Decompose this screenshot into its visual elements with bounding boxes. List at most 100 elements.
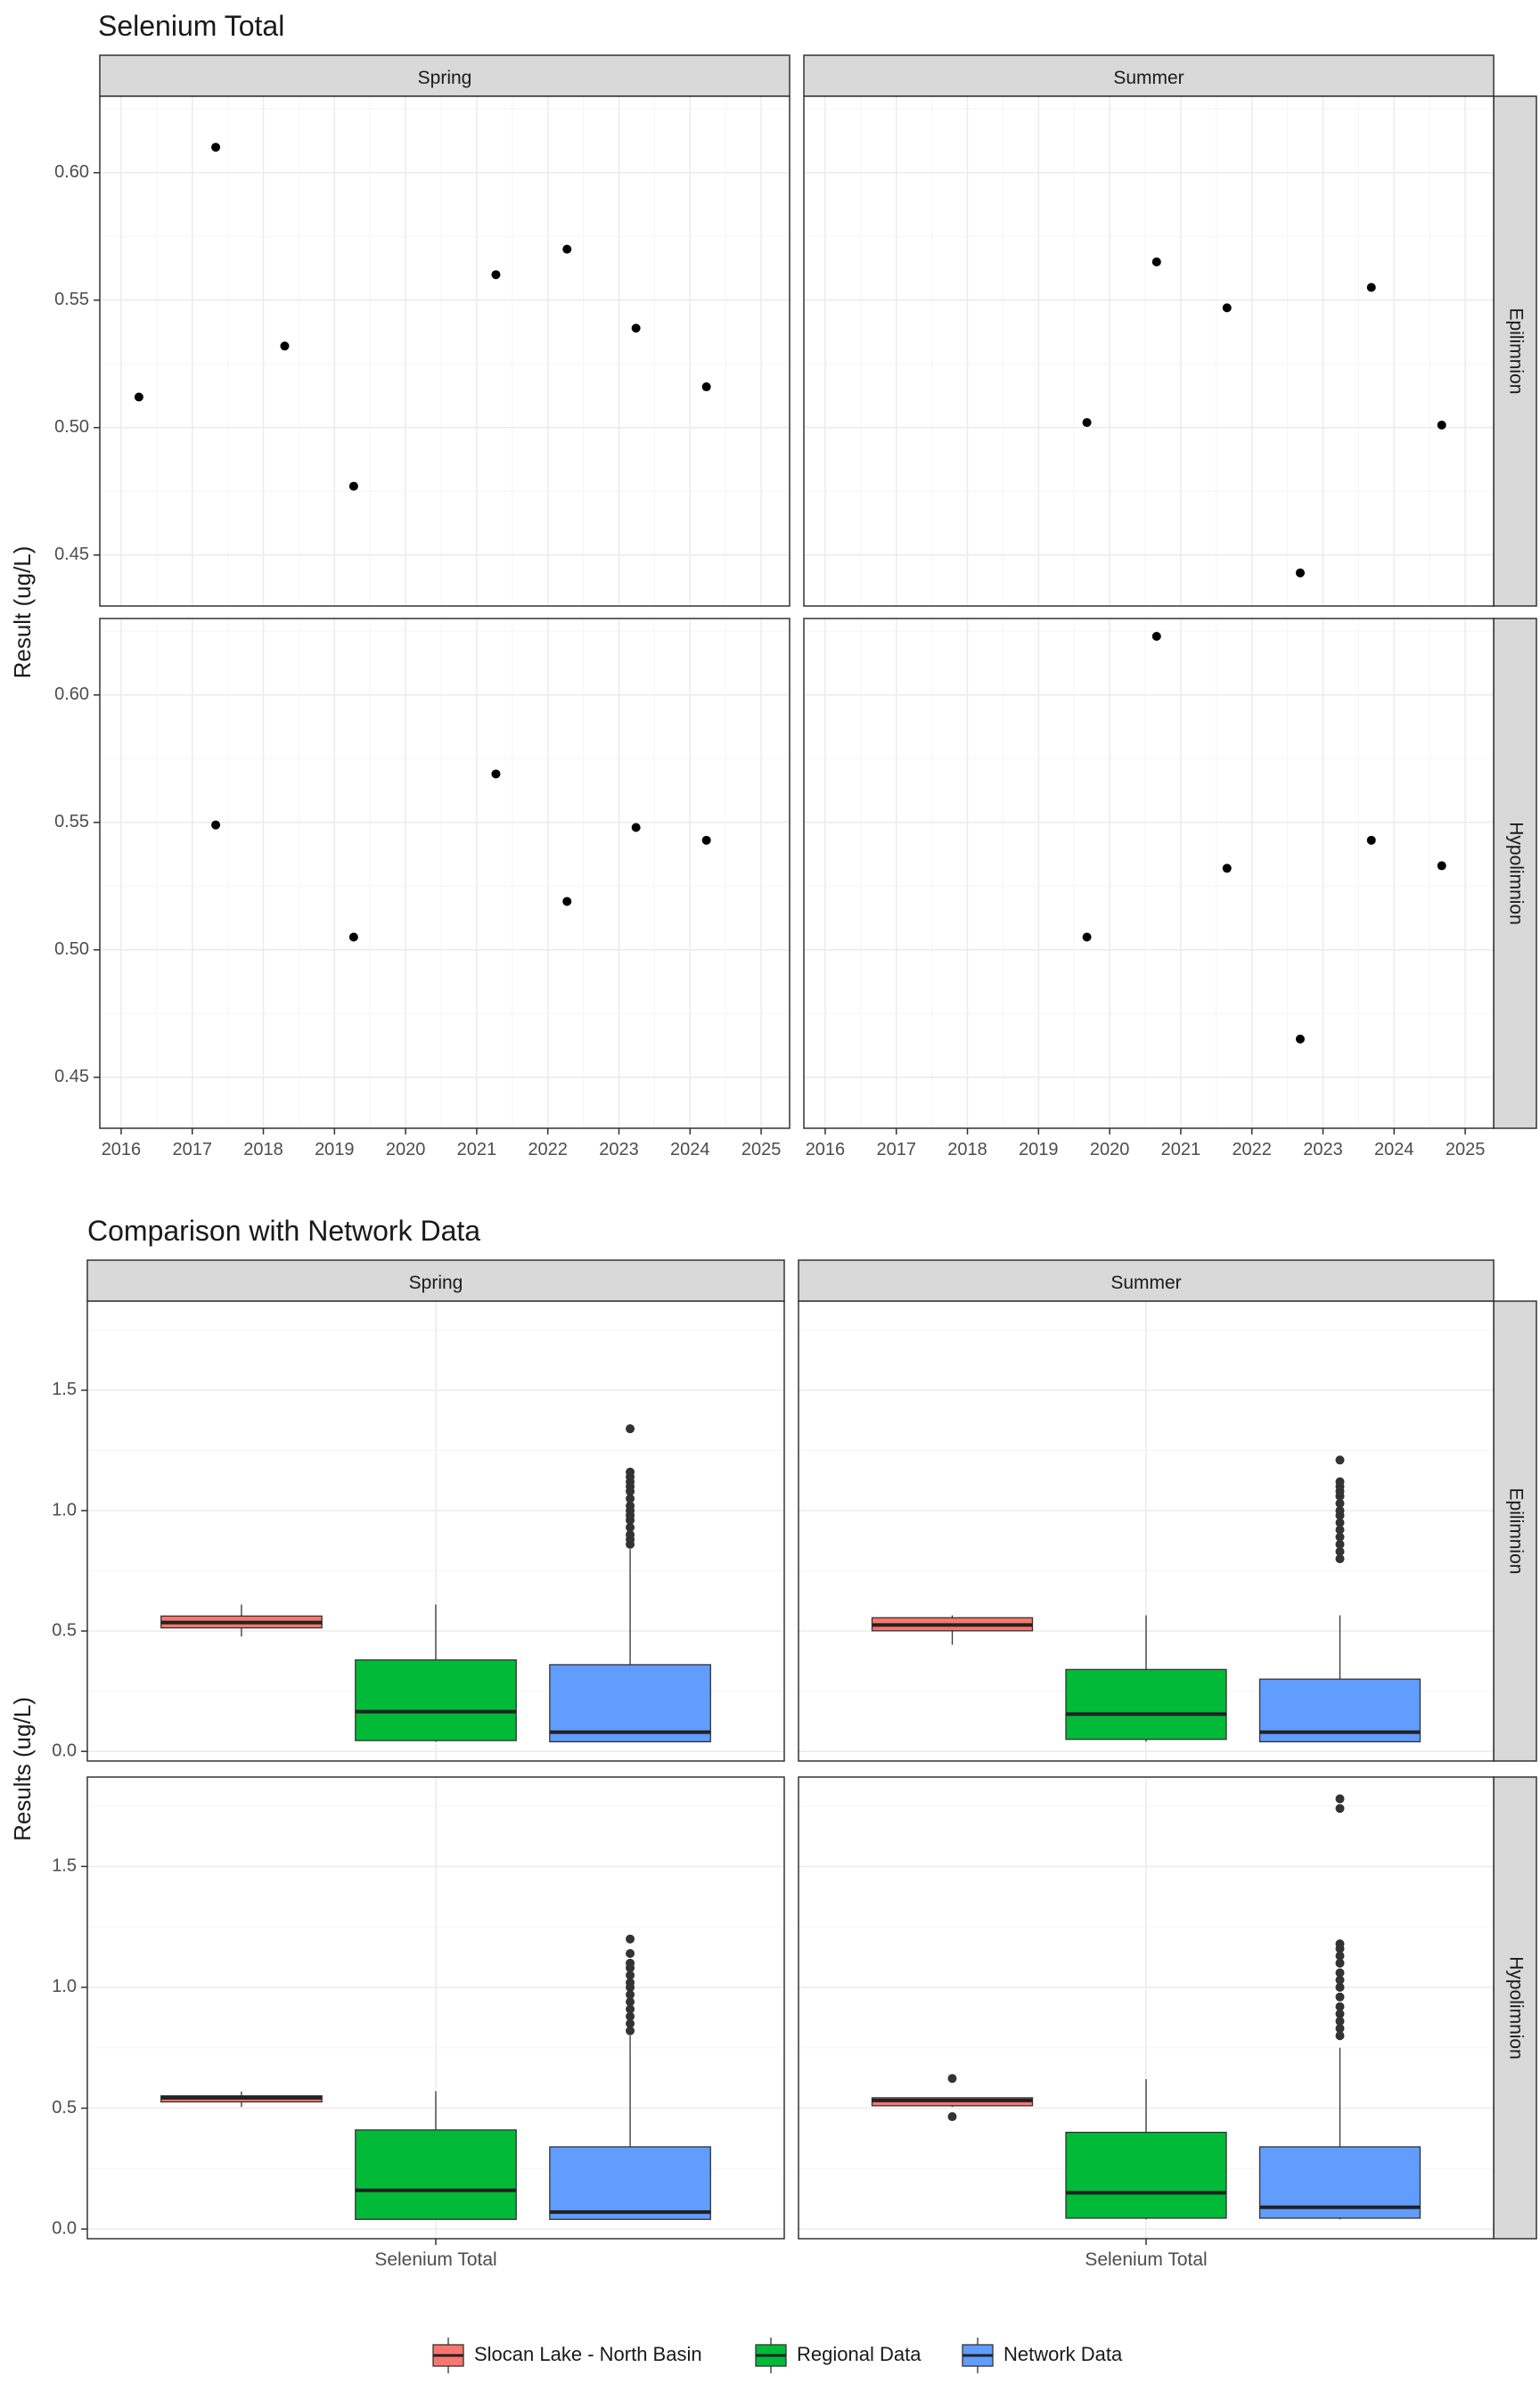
chart1-panel-border: [99, 95, 790, 607]
chart1-y-tick-label: 0.60: [54, 684, 89, 704]
box-outlier: [1335, 1951, 1345, 1961]
box-outlier: [1335, 2024, 1345, 2034]
box-outlier: [1335, 2031, 1345, 2041]
chart2-y-tick-label: 0.0: [52, 2218, 77, 2238]
chart1-data-point: [562, 897, 572, 906]
box-outlier: [1335, 1518, 1345, 1528]
chart1-row-strip-epilimnion: [1493, 95, 1537, 607]
chart2-x-tick-label: Selenium Total: [1085, 2249, 1207, 2270]
chart1-y-tick-label: 0.45: [54, 545, 89, 564]
chart1-data-point: [1437, 861, 1446, 871]
box-outlier: [1335, 1958, 1345, 1968]
chart1-data-point: [562, 244, 572, 254]
box-outlier: [626, 1494, 635, 1503]
box-network-data: [549, 1664, 711, 1743]
chart1-row-strip-hypolimnion: [1493, 618, 1537, 1129]
chart2-strip-label: Summer: [1110, 1273, 1181, 1293]
chart2-strip-summer: [798, 1259, 1495, 1302]
box-regional-data: [1065, 2132, 1227, 2219]
chart2-row-strip-label: Hypolimnion: [1505, 1956, 1526, 2060]
chart1-y-tick-label: 0.50: [54, 939, 89, 959]
chart1-data-point: [348, 932, 358, 942]
chart1-y-tick-label: 0.60: [54, 162, 89, 182]
box-network-data: [549, 2146, 711, 2220]
chart1-data-point: [211, 820, 221, 830]
chart1-panel-bg: [804, 96, 1494, 606]
box-outlier: [1335, 1804, 1345, 1814]
chart1-panel-border: [803, 95, 1495, 607]
chart2-panel-border: [86, 1300, 785, 1762]
box-outlier: [1335, 2002, 1345, 2011]
chart2-y-tick-label: 0.5: [52, 2098, 77, 2117]
box-outlier: [1335, 1532, 1345, 1542]
chart1-data-point: [1295, 1034, 1305, 1044]
chart1-data-point: [1437, 420, 1446, 430]
chart2-y-tick-label: 1.5: [52, 1856, 77, 1876]
box-outlier: [1335, 1539, 1345, 1549]
chart1-data-point: [701, 382, 711, 392]
box-outlier: [626, 2004, 635, 2014]
chart1-panel-bg: [100, 96, 790, 606]
box-outlier: [626, 1970, 635, 1980]
box-outlier: [626, 1990, 635, 2000]
chart1-data-point: [491, 769, 501, 779]
chart1-data-point: [280, 341, 290, 351]
chart1-x-tick-label: 2019: [1019, 1140, 1059, 1159]
chart1-x-tick-label: 2025: [1446, 1140, 1486, 1159]
chart1-data-point: [348, 481, 358, 491]
legend-label: Regional Data: [797, 2343, 922, 2365]
chart1-y-tick-label: 0.55: [54, 290, 89, 309]
box-outlier: [947, 2074, 957, 2084]
chart2-y-tick-label: 1.0: [52, 1500, 77, 1519]
chart1-data-point: [1082, 418, 1092, 428]
chart1-x-tick-label: 2020: [1090, 1140, 1130, 1159]
chart2-row-strip-epilimnion: [1493, 1300, 1537, 1762]
chart1-data-point: [1222, 303, 1232, 313]
box-outlier: [626, 1501, 635, 1511]
chart1-x-tick-label: 2023: [599, 1140, 639, 1159]
chart1-y-axis-label: Result (ug/L): [9, 546, 36, 679]
chart1-x-tick-label: 2018: [947, 1140, 987, 1159]
box-outlier: [1335, 1939, 1345, 1949]
chart1-y-tick-label: 0.55: [54, 812, 89, 831]
chart1-x-tick-label: 2017: [876, 1140, 916, 1159]
chart1-x-tick-label: 2025: [741, 1140, 782, 1159]
chart1-data-point: [134, 392, 143, 402]
chart1-strip-label: Summer: [1113, 68, 1184, 88]
box-outlier: [626, 2019, 635, 2028]
box-outlier: [1335, 1506, 1345, 1516]
chart1-data-point: [1082, 932, 1092, 942]
chart1-x-tick-label: 2016: [102, 1140, 142, 1159]
box-outlier: [1335, 1968, 1345, 1978]
chart1-x-tick-label: 2024: [1374, 1140, 1414, 1159]
box-outlier: [1335, 1546, 1345, 1556]
chart1-x-tick-label: 2020: [386, 1140, 426, 1159]
box-outlier: [1335, 1498, 1345, 1508]
box-outlier: [1335, 2009, 1345, 2019]
box-outlier: [1335, 1455, 1345, 1465]
chart1-data-point: [1366, 835, 1376, 845]
chart1-data-point: [1295, 568, 1305, 577]
box-outlier: [626, 1948, 635, 1958]
chart1-y-tick-label: 0.45: [54, 1067, 89, 1086]
box-outlier: [1335, 1554, 1345, 1564]
chart2-y-tick-label: 0.0: [52, 1741, 77, 1760]
chart2-y-tick-label: 1.5: [52, 1380, 77, 1399]
chart1-strip-spring: [99, 54, 790, 97]
box-outlier: [1335, 1525, 1345, 1535]
chart1-panel-border: [803, 618, 1495, 1129]
chart2-strip-label: Spring: [409, 1273, 463, 1293]
box-outlier: [626, 1530, 635, 1540]
box-outlier: [626, 2011, 635, 2021]
chart2-x-tick-label: Selenium Total: [374, 2249, 496, 2270]
chart1-x-tick-label: 2022: [528, 1140, 568, 1159]
box-outlier: [626, 1997, 635, 2007]
box-outlier: [1335, 1975, 1345, 1985]
box-outlier: [1335, 1794, 1345, 1804]
chart2-y-axis-label: Results (ug/L): [9, 1697, 36, 1841]
chart1-data-point: [1366, 283, 1376, 292]
box-outlier: [1335, 1992, 1345, 2002]
chart1-row-strip-label: Epilimnion: [1505, 308, 1526, 395]
chart1-x-tick-label: 2018: [243, 1140, 283, 1159]
